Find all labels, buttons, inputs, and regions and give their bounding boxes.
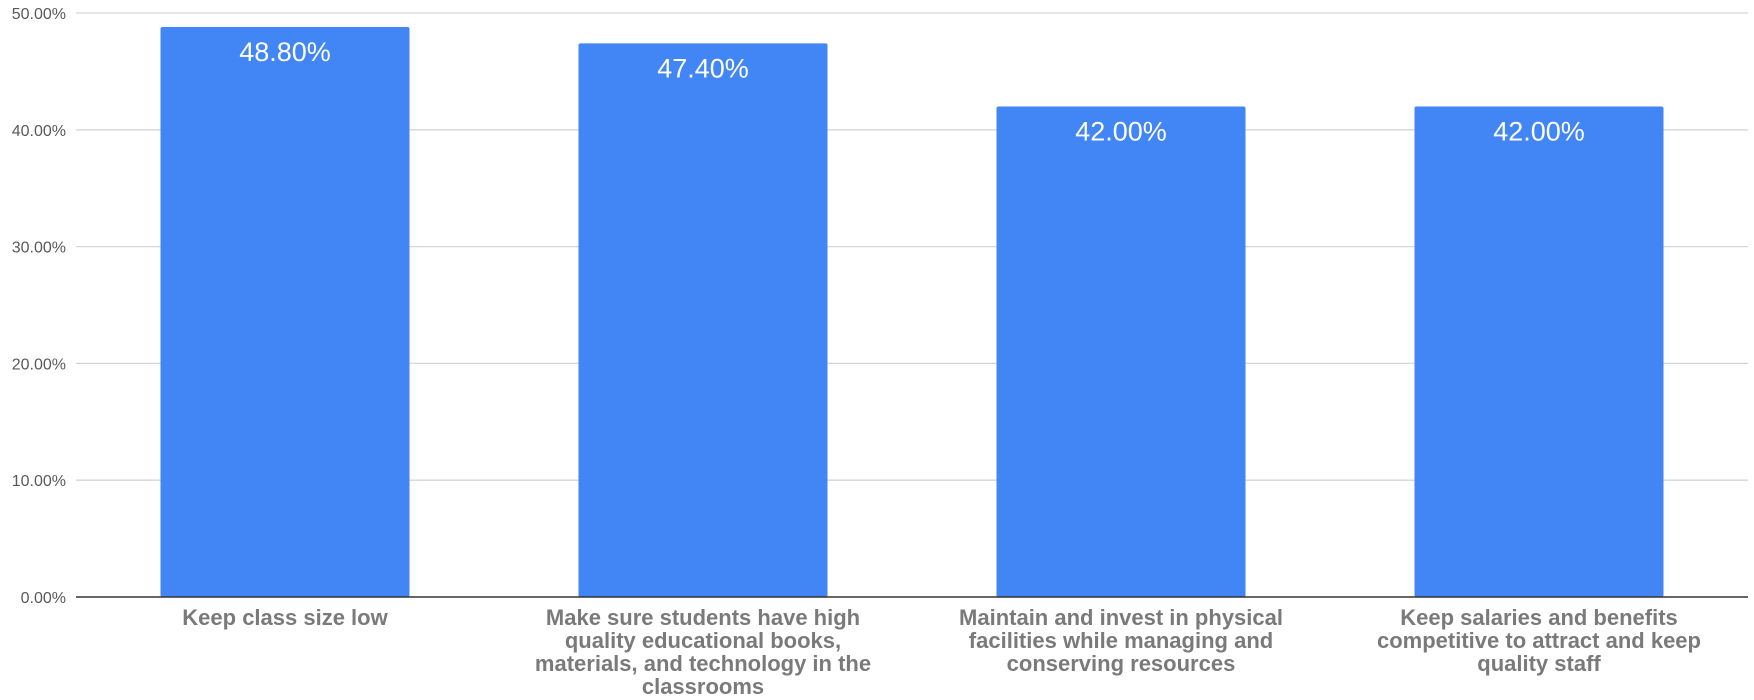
x-tick-label: Make sure students have high quality educ… xyxy=(535,605,871,699)
x-tick-label-line: Maintain and invest in physical xyxy=(959,605,1283,630)
y-tick-label: 50.00% xyxy=(12,6,66,23)
y-tick-label: 30.00% xyxy=(12,240,66,257)
x-tick-label-line: conserving resources xyxy=(1007,651,1236,676)
bar xyxy=(160,27,410,598)
data-label: 47.40% xyxy=(657,53,749,83)
x-tick-label-line: Make sure students have high xyxy=(546,605,860,630)
x-tick-label-line: facilities while managing and xyxy=(969,628,1273,653)
y-tick-label: 40.00% xyxy=(12,123,66,140)
x-axis-category-labels: Keep class size low Make sure students ha… xyxy=(182,605,1701,699)
bars xyxy=(160,27,1664,598)
x-tick-label-line: quality staff xyxy=(1477,651,1601,676)
x-tick-label-line: Keep salaries and benefits xyxy=(1400,605,1678,630)
x-tick-label: Keep class size low xyxy=(182,605,388,630)
bar xyxy=(1414,106,1664,597)
y-tick-label: 10.00% xyxy=(12,473,66,490)
y-tick-label: 20.00% xyxy=(12,356,66,373)
x-tick-label-line: quality educational books, xyxy=(565,628,841,653)
x-tick-label-line: Keep class size low xyxy=(182,605,388,630)
x-tick-label-line: competitive to attract and keep xyxy=(1377,628,1701,653)
x-tick-label-line: materials, and technology in the xyxy=(535,651,871,676)
y-axis-tick-labels: 0.00% 10.00% 20.00% 30.00% 40.00% 50.00% xyxy=(12,6,66,607)
y-tick-label: 0.00% xyxy=(21,590,66,607)
bar xyxy=(578,43,828,598)
data-label: 48.80% xyxy=(239,37,331,67)
x-tick-label-line: classrooms xyxy=(642,674,764,699)
x-tick-label: Keep salaries and benefits competitive to… xyxy=(1377,605,1701,676)
data-label: 42.00% xyxy=(1493,116,1585,146)
x-tick-label: Maintain and invest in physical facilitie… xyxy=(959,605,1283,676)
data-labels: 48.80% 47.40% 42.00% 42.00% xyxy=(239,37,1585,146)
data-label: 42.00% xyxy=(1075,116,1167,146)
bar xyxy=(996,106,1246,597)
